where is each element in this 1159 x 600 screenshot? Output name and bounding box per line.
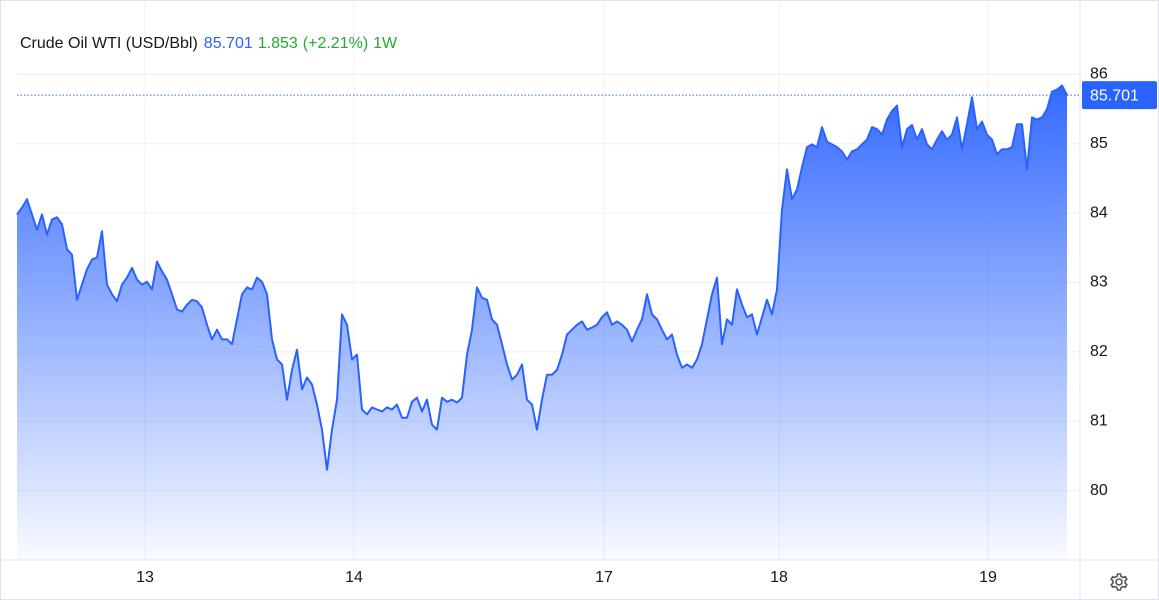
x-tick-label: 14	[345, 569, 363, 586]
y-tick-label: 81	[1090, 412, 1108, 429]
change: 1.853	[258, 35, 298, 52]
price: 85.701	[204, 35, 253, 52]
x-tick-label: 19	[979, 569, 997, 586]
x-tick-label: 13	[136, 569, 154, 586]
price-tag-label: 85.701	[1090, 87, 1139, 104]
settings-icon[interactable]	[1110, 573, 1128, 591]
y-tick-label: 84	[1090, 204, 1108, 221]
y-tick-label: 83	[1090, 274, 1108, 291]
plot	[16, 84, 1068, 560]
price-tag	[1082, 81, 1157, 110]
y-tick-label: 80	[1090, 482, 1108, 499]
y-tick-label: 86	[1090, 66, 1108, 83]
line	[16, 84, 1068, 471]
y-tick-label: 82	[1090, 343, 1108, 360]
period: 1W	[373, 35, 398, 52]
chart-title: Crude Oil WTI (USD/Bbl)	[20, 35, 198, 52]
change-percent: (+2.21%)	[303, 35, 368, 52]
y-tick-label: 85	[1090, 135, 1108, 152]
area	[17, 85, 1067, 560]
x-tick-label: 17	[595, 569, 613, 586]
x-tick-label: 18	[770, 569, 788, 586]
